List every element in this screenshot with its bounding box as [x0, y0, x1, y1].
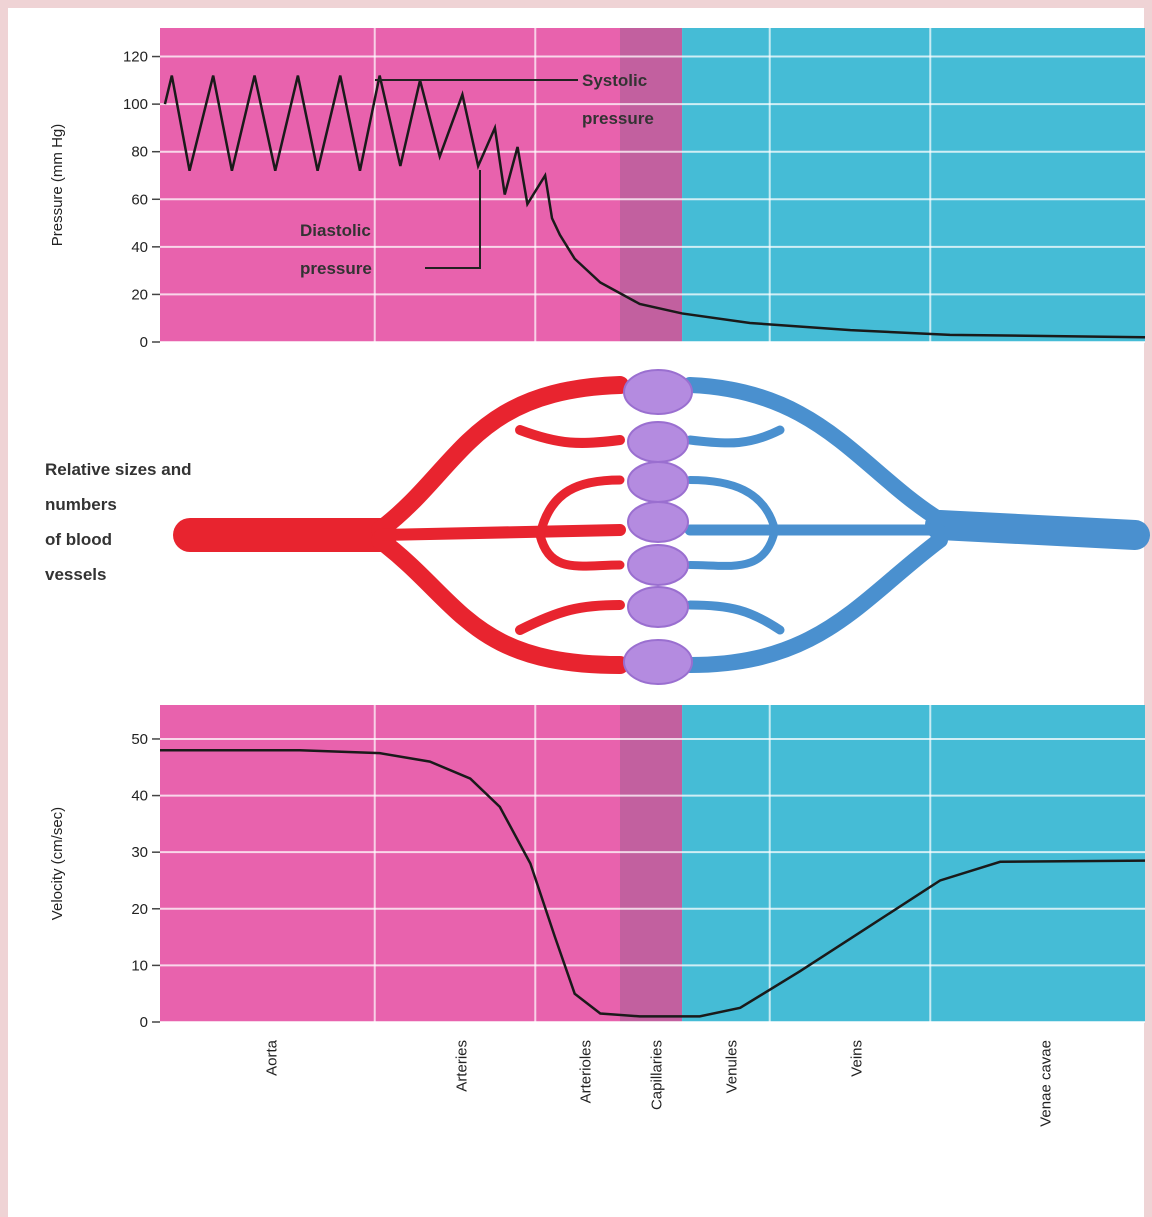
y-tick-label: 20: [131, 901, 148, 918]
y-tick-label: 40: [131, 788, 148, 805]
x-tick-label: Arterioles: [578, 1040, 595, 1103]
annotation: pressure: [582, 109, 654, 128]
page: 0 20 40 60 80 100 120 Pressure (mm Hg) 0 10 20 30 40…: [0, 0, 1152, 1217]
y-tick-label: 80: [131, 144, 148, 161]
y-tick-label: 0: [140, 334, 148, 351]
y-tick-label: 50: [131, 731, 148, 748]
region: [682, 705, 1145, 1022]
x-tick-label: Arteries: [453, 1040, 470, 1092]
y-axis-label: Pressure (mm Hg): [49, 124, 66, 247]
x-tick-label: Venules: [723, 1040, 740, 1093]
y-tick-label: 100: [123, 96, 148, 113]
figure: 0 20 40 60 80 100 120 Pressure (mm Hg) 0 10 20 30 40…: [0, 0, 1152, 1217]
region: [160, 705, 620, 1022]
x-tick-label: Venae cavae: [1038, 1040, 1055, 1127]
y-tick-label: 10: [131, 957, 148, 974]
x-tick-label: Capillaries: [648, 1040, 665, 1110]
region: [620, 705, 682, 1022]
y-tick-label: 40: [131, 239, 148, 256]
y-tick-label: 60: [131, 191, 148, 208]
y-tick-label: 120: [123, 49, 148, 66]
annotation: pressure: [300, 259, 372, 278]
y-tick-label: 30: [131, 844, 148, 861]
x-tick-label: Aorta: [263, 1039, 280, 1076]
diagram-label: vessels: [45, 565, 106, 584]
y-tick-label: 20: [131, 286, 148, 303]
annotation: Diastolic: [300, 221, 371, 240]
x-tick-label: Veins: [848, 1040, 865, 1077]
y-tick-label: 0: [140, 1014, 148, 1031]
y-axis-label: Velocity (cm/sec): [49, 807, 66, 920]
annotation: Systolic: [582, 71, 647, 90]
diagram-label: numbers: [45, 495, 117, 514]
diagram-label: Relative sizes and: [45, 460, 191, 479]
diagram-label: of blood: [45, 530, 112, 549]
